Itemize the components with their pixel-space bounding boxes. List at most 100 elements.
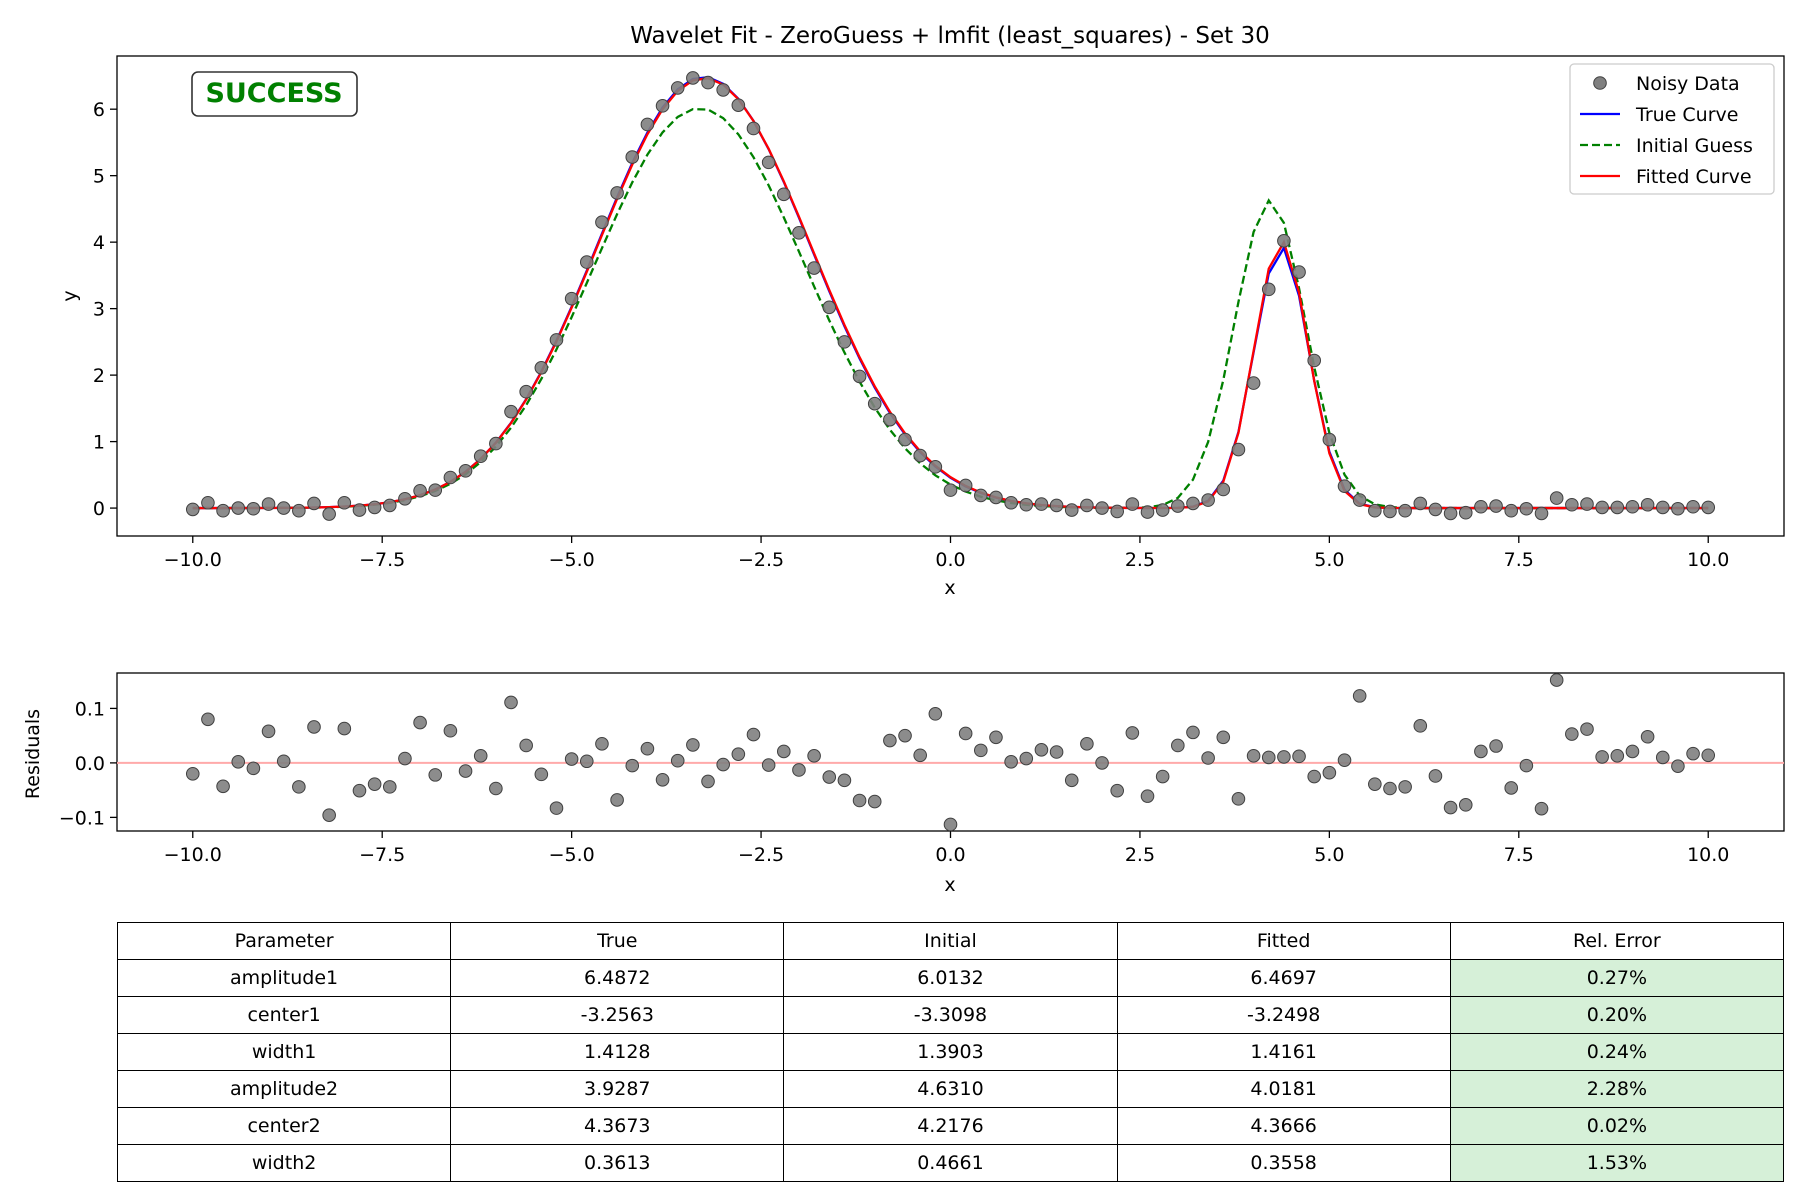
data-point [579, 255, 594, 269]
residual-point [1383, 781, 1397, 796]
table-row: center2 4.3673 4.2176 4.3666 0.02% [116, 1107, 1785, 1145]
data-point [1428, 502, 1443, 517]
data-point [1565, 497, 1579, 512]
data-point [549, 333, 564, 347]
data-point [883, 412, 897, 427]
residual-point [640, 741, 655, 756]
residual-point [1337, 753, 1352, 767]
data-point [1549, 491, 1564, 505]
residual-point [216, 779, 230, 794]
table-row: amplitude1 6.4872 6.0132 6.4697 0.27% [116, 959, 1785, 997]
y-tick-label: 3 [93, 299, 105, 321]
residual-point [1686, 746, 1700, 761]
data-point [928, 460, 943, 474]
data-point [1534, 506, 1549, 521]
data-point [792, 226, 806, 240]
residual-point [1443, 800, 1458, 815]
x-tick-label: −10.0 [164, 844, 222, 866]
data-point [261, 497, 276, 511]
data-point [1701, 500, 1716, 515]
main-plot-series [192, 75, 1709, 510]
table-cell-fitted: 6.4697 [1116, 959, 1451, 997]
data-point [307, 496, 321, 511]
residual-point [1049, 745, 1064, 759]
data-point [201, 495, 215, 510]
residual-point [428, 768, 443, 782]
residual-point [1701, 748, 1716, 763]
x-tick-label: 2.5 [1125, 549, 1155, 571]
table-row: width1 1.4128 1.3903 1.4161 0.24% [116, 1033, 1785, 1071]
residual-point [746, 727, 761, 742]
main-plot-frame [116, 55, 1785, 537]
data-point [1004, 495, 1018, 510]
y-tick-label: 0 [93, 498, 105, 520]
data-point [867, 396, 882, 411]
data-point [1686, 499, 1700, 514]
residual-point [276, 754, 291, 769]
residual-point [1368, 777, 1382, 791]
data-point [1034, 497, 1049, 511]
residual-point [655, 772, 670, 787]
residual-point [610, 793, 624, 807]
data-point [974, 488, 988, 503]
true-curve-line [192, 75, 1709, 510]
table-cell-parameter: center1 [116, 996, 452, 1034]
main-x-axis-label: x [944, 577, 955, 599]
table-row: width2 0.3613 0.4661 0.3558 1.53% [116, 1144, 1785, 1182]
x-tick-label: −7.5 [359, 844, 405, 866]
data-point [731, 98, 746, 112]
residual-point [1171, 738, 1185, 753]
data-point [837, 335, 852, 349]
data-point [1519, 501, 1534, 516]
residual-point [1095, 756, 1109, 770]
data-point [655, 99, 670, 113]
residual-point [382, 780, 397, 794]
table-header-true: True [450, 922, 785, 960]
data-point [1140, 505, 1155, 519]
table-cell-parameter: center2 [116, 1107, 452, 1145]
success-badge-text: SUCCESS [205, 78, 342, 109]
data-point [1246, 376, 1261, 390]
main-y-axis-ticks: 0 1 2 3 4 5 6 [93, 99, 117, 520]
residual-point [1474, 744, 1488, 759]
table-cell-true: 0.3613 [450, 1144, 785, 1182]
success-badge: SUCCESS [191, 71, 358, 117]
data-point [716, 83, 730, 97]
data-point [1595, 500, 1609, 515]
table-cell-parameter: amplitude1 [116, 959, 452, 997]
residual-point [625, 758, 640, 773]
data-point [943, 483, 958, 497]
x-tick-label: −5.0 [549, 549, 595, 571]
data-point [428, 483, 443, 497]
residual-point [670, 753, 685, 768]
data-point [1155, 503, 1170, 517]
legend-label: Initial Guess [1636, 135, 1753, 157]
residual-point [1655, 750, 1670, 765]
residual-point [883, 733, 897, 748]
residual-point [1034, 743, 1049, 757]
data-point [1064, 503, 1079, 517]
residual-point [1064, 773, 1079, 788]
fitted-curve-line [192, 77, 1709, 510]
residual-point [398, 751, 412, 766]
residual-point [473, 749, 488, 763]
residual-point [246, 761, 261, 776]
residual-point [1352, 689, 1367, 703]
data-point [292, 503, 306, 518]
data-point [322, 507, 336, 521]
data-point [1610, 500, 1625, 515]
y-tick-label: 6 [93, 99, 105, 121]
data-point [1261, 282, 1276, 297]
residual-point [852, 793, 867, 808]
residual-point [367, 777, 382, 791]
table-cell-true: 6.4872 [450, 959, 785, 997]
data-point [595, 215, 609, 230]
data-point [898, 432, 912, 447]
table-cell-rel-error: 2.28% [1449, 1070, 1785, 1108]
table-cell-fitted: 4.3666 [1116, 1107, 1451, 1145]
table-cell-true: -3.2563 [450, 996, 785, 1034]
data-point [1231, 442, 1246, 457]
data-point [1171, 499, 1185, 513]
residual-point [1610, 749, 1625, 763]
residuals-x-axis-label: x [944, 874, 955, 896]
